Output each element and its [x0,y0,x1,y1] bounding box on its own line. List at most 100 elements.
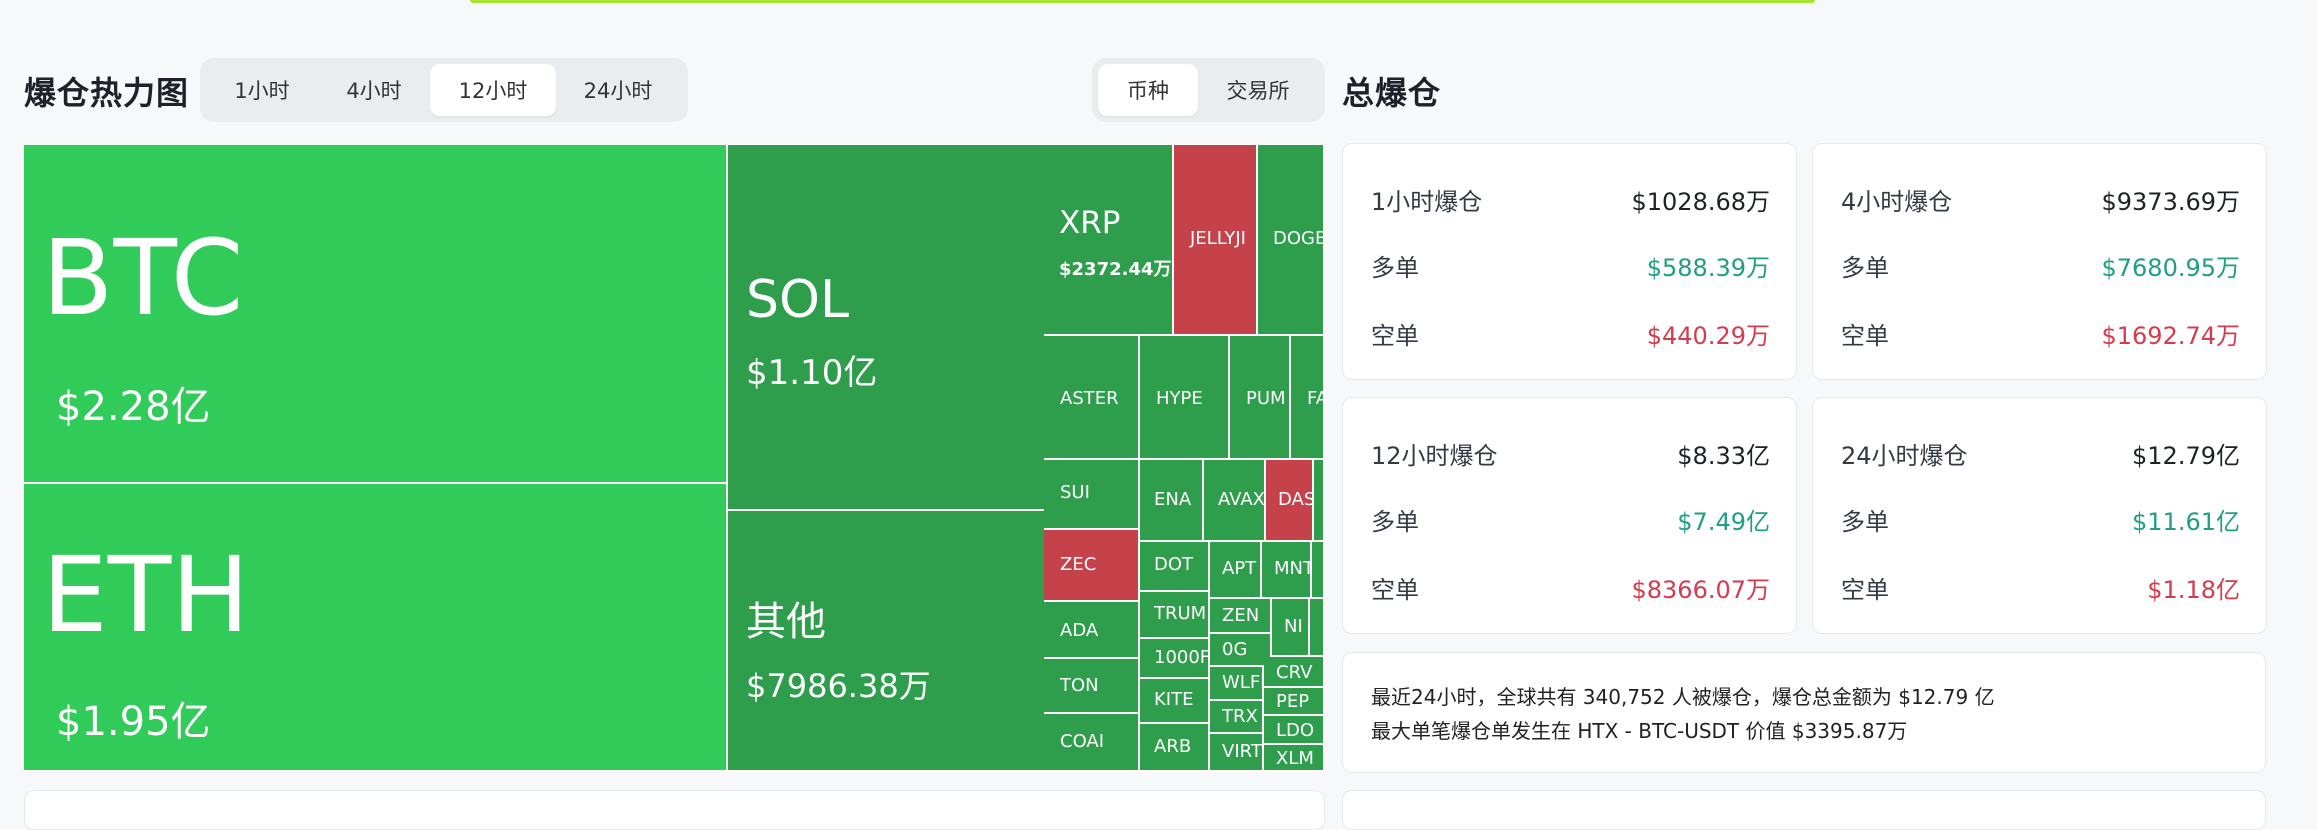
tile-ldo[interactable]: LDO [1264,716,1325,745]
tile-virt[interactable]: VIRT [1210,734,1264,772]
tile-symbol: TON [1060,675,1099,696]
long-label: 多单 [1841,508,1889,536]
tile-apt[interactable]: APT [1210,542,1262,599]
tab-1h[interactable]: 1小时 [234,79,290,103]
tile-avax[interactable]: AVAX [1204,460,1266,542]
tile-kite[interactable]: KITE [1140,679,1210,724]
tile-trump[interactable]: TRUM [1140,592,1210,639]
tile-sui[interactable]: SUI [1044,460,1140,530]
tile-ena[interactable]: ENA [1140,460,1204,542]
tile-ada[interactable]: ADA [1044,602,1140,659]
tile-0g[interactable]: 0G [1210,634,1272,667]
tile-ton[interactable]: TON [1044,659,1140,714]
tile-doge[interactable]: DOGE [1258,145,1325,336]
tile-pump[interactable]: PUM [1230,336,1291,460]
tab-exchange[interactable]: 交易所 [1226,79,1290,103]
bottom-panel-left [24,790,1325,830]
long-label: 多单 [1371,254,1419,282]
heatmap-title: 爆仓热力图 [24,74,190,112]
tile-symbol: SUI [1060,482,1090,503]
card-label: 24小时爆仓 [1841,442,1968,470]
tile-jelly[interactable]: JELLYJI [1174,145,1258,336]
tile-dash[interactable]: DAS [1266,460,1314,542]
tile-symbol: PUM [1246,388,1286,409]
tile-symbol: ETH [42,534,250,656]
total-liquidation-title: 总爆仓 [1342,74,1442,112]
liquidation-card-4h[interactable]: 4小时爆仓 $9373.69万 多单 $7680.95万 空单 $1692.74万 [1812,143,2267,380]
tile-coai[interactable]: COAI [1044,714,1140,772]
tile-sol[interactable]: SOL $1.10亿 [728,145,1046,511]
card-total: $1028.68万 [1631,188,1770,216]
tab-24h[interactable]: 24小时 [583,79,653,103]
tile-eth[interactable]: ETH $1.95亿 [24,484,728,772]
tile-symbol: COAI [1060,731,1105,752]
top-accent-bar [470,0,1815,3]
tile-symbol: FA [1307,388,1323,409]
tile-symbol: DOT [1154,554,1194,575]
long-label: 多单 [1371,508,1419,536]
time-range-tabs: 1小时 4小时 12小时 24小时 [200,58,688,122]
tile-zec[interactable]: ZEC [1044,530,1140,602]
tile-btc[interactable]: BTC $2.28亿 [24,145,728,484]
tile-aster[interactable]: ASTER [1044,336,1140,460]
tile-dot[interactable]: DOT [1140,542,1210,592]
tab-12h[interactable]: 12小时 [430,64,556,116]
tile-fa[interactable]: FA [1291,336,1325,460]
tile-value: $1.95亿 [56,699,211,745]
tile-ni[interactable]: NI [1272,599,1310,657]
liquidation-treemap: BTC $2.28亿 ETH $1.95亿 SOL $1.10亿 其他 $798… [24,145,1325,772]
tile-symbol: HYPE [1156,388,1203,409]
tile-hype[interactable]: HYPE [1140,336,1230,460]
summary-line-1: 最近24小时，全球共有 340,752 人被爆仓，爆仓总金额为 $12.79 亿 [1371,685,1995,709]
tile-wlfi[interactable]: WLFI [1210,667,1264,701]
tile-value: $2.28亿 [56,384,211,430]
tile-misc-1[interactable] [1314,460,1325,542]
tile-symbol: KITE [1154,689,1194,710]
liquidation-card-12h[interactable]: 12小时爆仓 $8.33亿 多单 $7.49亿 空单 $8366.07万 [1342,397,1797,634]
tile-symbol: DOGE [1273,228,1325,249]
short-label: 空单 [1841,322,1889,350]
card-total: $12.79亿 [2132,442,2240,470]
card-label: 1小时爆仓 [1371,188,1483,216]
tile-symbol: ASTER [1060,388,1119,409]
tile-mnt[interactable]: MNT [1262,542,1312,599]
tile-pepe[interactable]: PEP [1264,688,1325,716]
tab-4h[interactable]: 4小时 [346,79,402,103]
tile-symbol: CRV [1276,662,1313,683]
short-label: 空单 [1371,576,1419,604]
tile-1000[interactable]: 1000F [1140,639,1210,679]
liquidation-card-1h[interactable]: 1小时爆仓 $1028.68万 多单 $588.39万 空单 $440.29万 [1342,143,1797,380]
tile-symbol: PEP [1276,691,1310,712]
tile-crv[interactable]: CRV [1264,657,1325,688]
short-amount: $1692.74万 [2101,322,2240,350]
tile-xrp[interactable]: XRP $2372.44万 [1044,145,1174,336]
tile-symbol: WLFI [1222,672,1264,693]
tile-symbol: AVAX [1218,489,1265,510]
tile-value: $2372.44万 [1059,259,1172,280]
tile-symbol: 其他 [746,599,826,645]
tile-symbol: DAS [1278,489,1314,510]
short-label: 空单 [1841,576,1889,604]
tile-symbol: TRUM [1154,603,1207,624]
tile-symbol: ZEN [1222,605,1260,626]
tile-trx[interactable]: TRX [1210,701,1264,734]
tab-coin[interactable]: 币种 [1098,64,1198,116]
tile-misc-2[interactable] [1312,542,1325,599]
tile-symbol: VIRT [1222,741,1262,762]
long-amount: $7.49亿 [1677,508,1770,536]
tile-symbol: ARB [1154,736,1192,757]
tile-symbol: XLM [1276,748,1314,769]
tile-symbol: 0G [1222,639,1248,660]
tile-symbol: TRX [1222,706,1258,727]
summary-line-2: 最大单笔爆仓单发生在 HTX - BTC-USDT 价值 $3395.87万 [1371,719,1908,743]
tile-symbol: JELLYJI [1190,228,1246,249]
tile-arb[interactable]: ARB [1140,724,1210,772]
liquidation-card-24h[interactable]: 24小时爆仓 $12.79亿 多单 $11.61亿 空单 $1.18亿 [1812,397,2267,634]
tile-misc-3[interactable] [1310,599,1325,657]
tile-zen[interactable]: ZEN [1210,599,1272,634]
view-mode-tabs: 币种 交易所 [1092,58,1325,122]
tile-other[interactable]: 其他 $7986.38万 [728,511,1046,772]
card-label: 12小时爆仓 [1371,442,1498,470]
tile-xlm[interactable]: XLM [1264,745,1325,772]
tile-symbol: 1000F [1154,647,1210,668]
